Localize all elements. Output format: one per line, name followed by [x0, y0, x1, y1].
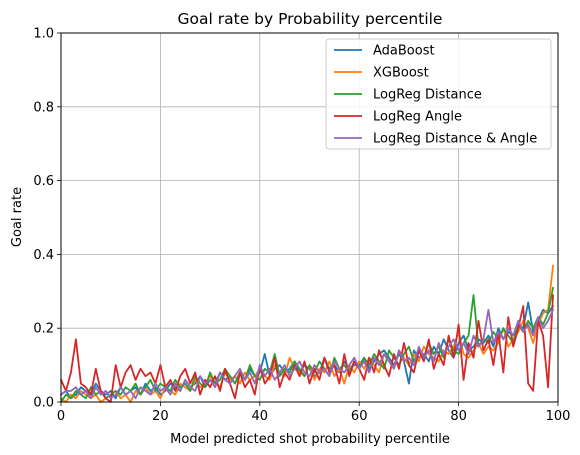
legend-box [325, 38, 552, 150]
legend-label: LogReg Distance & Angle [373, 132, 537, 147]
x-tick-label: 100 [546, 409, 571, 424]
legend-label: LogReg Angle [373, 110, 462, 125]
y-tick-label: 0.6 [33, 174, 54, 189]
legend-label: XGBoost [373, 66, 429, 81]
y-tick-label: 0.4 [33, 248, 54, 263]
y-tick-label: 1.0 [33, 27, 54, 42]
legend: AdaBoost XGBoost LogReg Distance LogReg Ang… [325, 38, 552, 150]
series-lines [60, 264, 554, 403]
legend-label: AdaBoost [373, 44, 435, 59]
x-tick-label: 20 [152, 409, 169, 424]
y-tick-label: 0.8 [33, 100, 54, 115]
x-tick-label: 0 [57, 409, 65, 424]
y-tick-label: 0.2 [33, 322, 54, 337]
y-axis-label: Goal rate [10, 187, 25, 247]
series-line-logreg-distance-angle [60, 308, 554, 400]
chart-title: Goal rate by Probability percentile [178, 10, 443, 28]
x-tick-label: 40 [252, 409, 269, 424]
y-tick-label: 0.0 [33, 396, 54, 411]
legend-label: LogReg Distance [373, 88, 482, 103]
plot-frame [60, 32, 559, 403]
x-axis-label: Model predicted shot probability percent… [170, 432, 450, 447]
x-tick-label: 80 [450, 409, 467, 424]
axis-ticks: 0 20 40 60 80 100 0.0 0.2 0.4 0.6 0.8 1.0 [33, 27, 570, 425]
x-tick-label: 60 [351, 409, 368, 424]
series-line-logreg-angle [60, 294, 554, 403]
